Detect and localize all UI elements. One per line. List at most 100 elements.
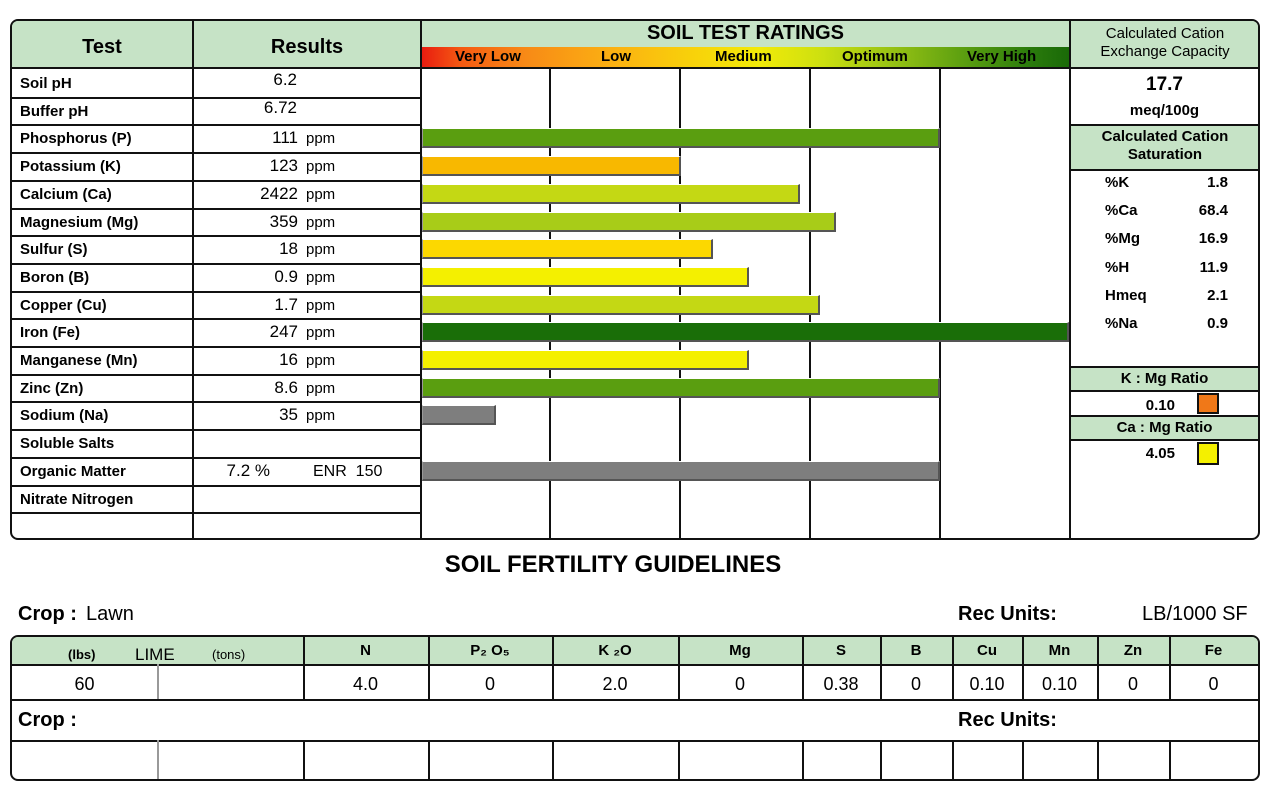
k-mg-swatch: [1197, 393, 1219, 414]
saturation-label: %Ca: [1105, 202, 1138, 219]
ratings-title: SOIL TEST RATINGS: [646, 22, 845, 44]
test-value: 1.7: [274, 295, 298, 314]
crop-value: Lawn: [86, 603, 134, 625]
guidelines-header-bg: [12, 637, 1258, 664]
g-col-divider-bottom: [880, 740, 882, 779]
test-value: 7.2 %: [226, 461, 270, 480]
crop-label: Crop :: [18, 603, 77, 625]
g-col-divider-bottom: [428, 740, 430, 779]
ca-mg-swatch: [1197, 442, 1219, 465]
g-col-divider: [303, 637, 305, 699]
test-unit: ppm: [306, 241, 336, 258]
row-divider: [12, 429, 420, 431]
g-header: Mg: [729, 642, 751, 659]
g-header: N: [360, 642, 371, 659]
g-col-divider-bottom: [1097, 740, 1099, 779]
row-divider: [12, 208, 420, 210]
kmg-header-bg: [1071, 368, 1258, 390]
grid-line-4: [939, 69, 941, 538]
saturation-label: Hmeq: [1105, 287, 1147, 304]
guidelines-title: SOIL FERTILITY GUIDELINES: [444, 551, 782, 578]
g-col-divider-bottom: [678, 740, 680, 779]
test-name: Sulfur (S): [20, 241, 88, 258]
cec-sat-top: [1071, 124, 1258, 126]
saturation-value: 1.8: [1207, 174, 1228, 191]
g-col-divider: [1022, 637, 1024, 699]
test-name: Copper (Cu): [20, 297, 107, 314]
test-value: 35: [279, 405, 298, 424]
crop2-label: Crop :: [18, 709, 77, 731]
kmg-bottom: [1071, 390, 1258, 392]
row-divider: [12, 401, 420, 403]
test-value: 8.6: [274, 378, 298, 397]
g-header: Cu: [977, 642, 997, 659]
g-value: 0: [734, 674, 745, 694]
row-divider: [12, 263, 420, 265]
g-header: K ₂O: [598, 642, 632, 659]
test-name: Magnesium (Mg): [20, 214, 139, 231]
lime-lbs: (lbs): [68, 647, 96, 662]
cec-unit: meq/100g: [1129, 102, 1200, 119]
cec-value: 17.7: [1146, 74, 1183, 95]
row-divider: [12, 152, 420, 154]
g-value: 0: [484, 674, 495, 694]
g-col-divider: [552, 637, 554, 699]
cec-title: Calculated Cation Exchange Capacity: [1100, 25, 1230, 60]
scale-low: Low: [601, 48, 631, 65]
g-col-divider: [678, 637, 680, 699]
saturation-value: 68.4: [1198, 202, 1228, 219]
rating-bar: [422, 405, 496, 425]
test-name: Sodium (Na): [20, 407, 109, 424]
header-divider: [12, 67, 1258, 69]
g-value: 0.10: [969, 674, 1005, 694]
row-divider: [12, 485, 420, 487]
saturation-label: %Mg: [1105, 230, 1140, 247]
test-value: 18: [279, 239, 298, 258]
test-unit: ENR 150: [313, 463, 383, 480]
g-value: 2.0: [602, 674, 628, 694]
row-divider: [12, 235, 420, 237]
test-value: 123: [269, 156, 298, 175]
test-unit: ppm: [306, 186, 336, 203]
test-value: 16: [279, 350, 298, 369]
test-name: Manganese (Mn): [20, 352, 138, 369]
rec-units2-label: Rec Units:: [958, 709, 1057, 731]
test-unit: ppm: [306, 380, 336, 397]
g-col-divider-bottom: [552, 740, 554, 779]
cec-sat-header-bg: [1071, 126, 1258, 169]
g-col-divider-bottom: [303, 740, 305, 779]
test-column-header: Test: [82, 36, 122, 58]
test-unit: ppm: [306, 269, 336, 286]
lime-label: LIME: [135, 645, 175, 664]
camg-top: [1071, 415, 1258, 417]
test-name: Buffer pH: [20, 103, 89, 120]
g-col-divider-bottom: [1022, 740, 1024, 779]
test-name: Soluble Salts: [20, 435, 115, 452]
row-divider: [12, 318, 420, 320]
g-crop2-divider: [12, 740, 1258, 742]
rating-bar: [422, 461, 940, 481]
rating-bar: [422, 156, 681, 176]
rec-units-value: LB/1000 SF: [1142, 603, 1248, 625]
scale-medium: Medium: [715, 48, 772, 65]
camg-bottom: [1071, 439, 1258, 441]
saturation-title: Calculated Cation Saturation: [1101, 128, 1229, 163]
test-value: 2422: [260, 184, 298, 203]
g-value: 0.38: [823, 674, 859, 694]
g-col-divider: [1097, 637, 1099, 699]
test-unit: ppm: [306, 407, 336, 424]
test-name: Potassium (K): [20, 158, 121, 175]
g-values-divider: [12, 699, 1258, 701]
col-divider-3: [1069, 21, 1071, 538]
test-value: 111: [272, 128, 298, 147]
test-name: Nitrate Nitrogen: [20, 491, 134, 508]
g-col-divider-bottom: [1169, 740, 1171, 779]
saturation-value: 16.9: [1198, 230, 1228, 247]
test-value: 247: [269, 322, 298, 341]
g-header: S: [835, 642, 846, 659]
cec-sat-bottom: [1071, 169, 1258, 171]
g-col-divider: [952, 637, 954, 699]
row-divider: [12, 180, 420, 182]
g-value: 0: [1127, 674, 1138, 694]
ratings-gradient: [422, 47, 1069, 67]
